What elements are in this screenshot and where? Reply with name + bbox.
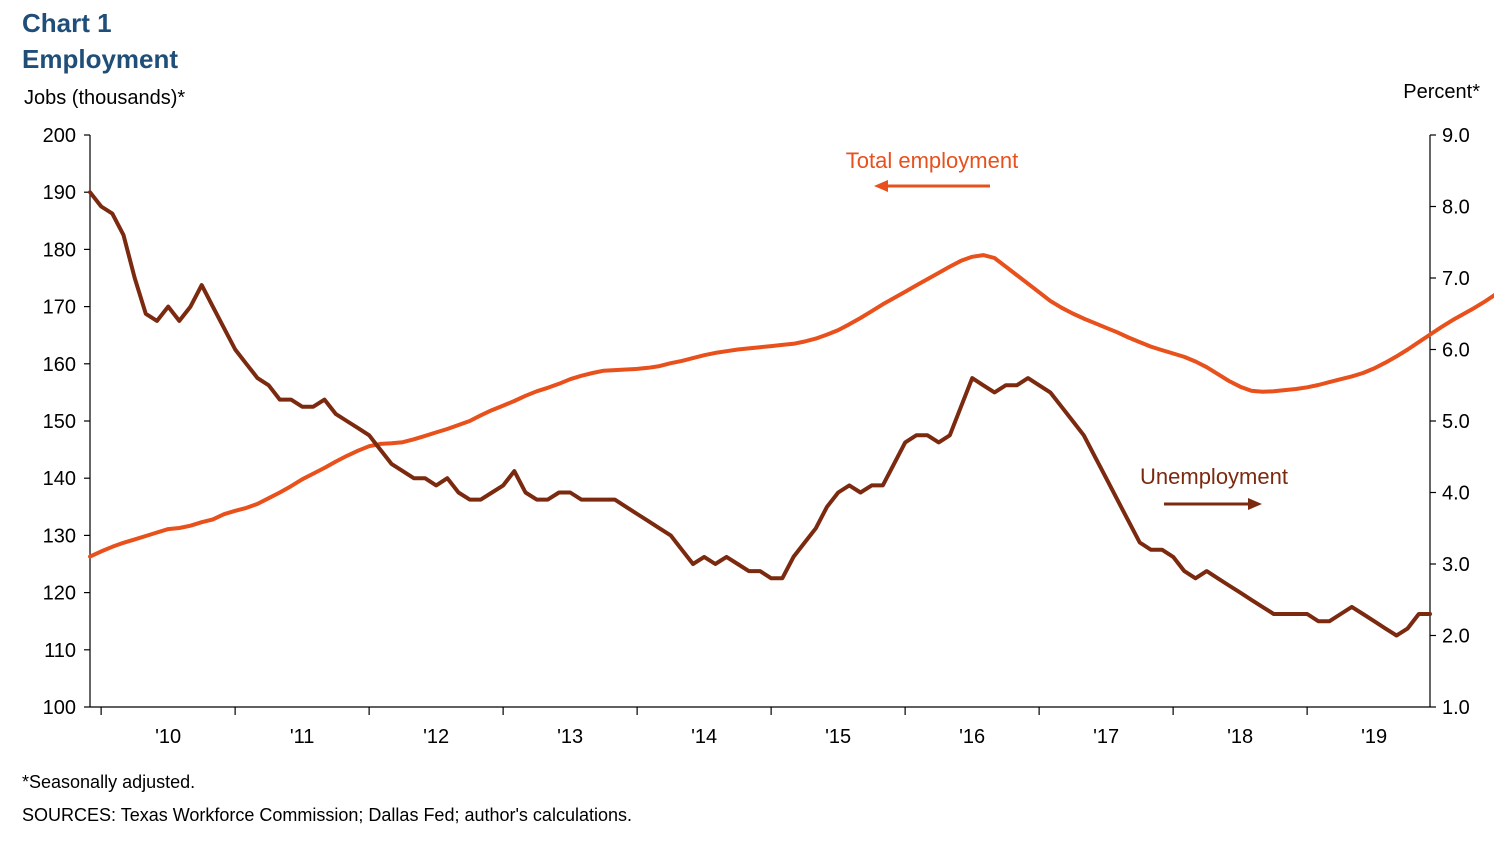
- right-tick-label: 3.0: [1442, 554, 1470, 576]
- x-tick-label: '14: [691, 726, 717, 748]
- left-tick-label: 120: [43, 583, 76, 605]
- right-tick-label: 5.0: [1442, 411, 1470, 433]
- x-tick-label: '15: [825, 726, 851, 748]
- right-tick-label: 2.0: [1442, 626, 1470, 648]
- right-tick-label: 8.0: [1442, 197, 1470, 219]
- left-tick-label: 170: [43, 297, 76, 319]
- chart-number: Chart 1: [22, 8, 112, 38]
- x-tick-label: '10: [155, 726, 181, 748]
- total-employment-arrow-head: [874, 180, 888, 192]
- total-employment-label: Total employment: [846, 148, 1018, 173]
- unemployment-label: Unemployment: [1140, 464, 1288, 489]
- right-tick-label: 9.0: [1442, 125, 1470, 147]
- series-line-total-employment: [88, 253, 1494, 559]
- left-tick-label: 150: [43, 411, 76, 433]
- series-line-unemployment: [88, 190, 1432, 638]
- left-axis-title: Jobs (thousands)*: [24, 87, 185, 109]
- x-tick-label: '13: [557, 726, 583, 748]
- left-tick-label: 200: [43, 125, 76, 147]
- right-tick-label: 4.0: [1442, 483, 1470, 505]
- left-tick-label: 110: [44, 640, 76, 662]
- unemployment-arrow-head: [1248, 498, 1262, 510]
- chart-title: Employment: [22, 44, 179, 74]
- x-tick-label: '17: [1093, 726, 1119, 748]
- right-tick-label: 1.0: [1442, 697, 1470, 719]
- x-tick-label: '19: [1361, 726, 1387, 748]
- left-tick-label: 140: [43, 468, 76, 490]
- left-tick-label: 180: [43, 239, 76, 261]
- footnote: *Seasonally adjusted.: [22, 772, 196, 792]
- left-tick-label: 190: [43, 182, 76, 204]
- right-axis-title: Percent*: [1403, 81, 1480, 103]
- x-tick-label: '11: [290, 726, 315, 748]
- x-tick-label: '12: [423, 726, 449, 748]
- x-tick-label: '18: [1227, 726, 1253, 748]
- sources: SOURCES: Texas Workforce Commission; Dal…: [22, 805, 632, 825]
- left-tick-label: 130: [43, 525, 76, 547]
- right-tick-label: 6.0: [1442, 340, 1470, 362]
- left-tick-label: 160: [43, 354, 76, 376]
- right-tick-label: 7.0: [1442, 268, 1470, 290]
- left-tick-label: 100: [43, 697, 76, 719]
- x-tick-label: '16: [959, 726, 985, 748]
